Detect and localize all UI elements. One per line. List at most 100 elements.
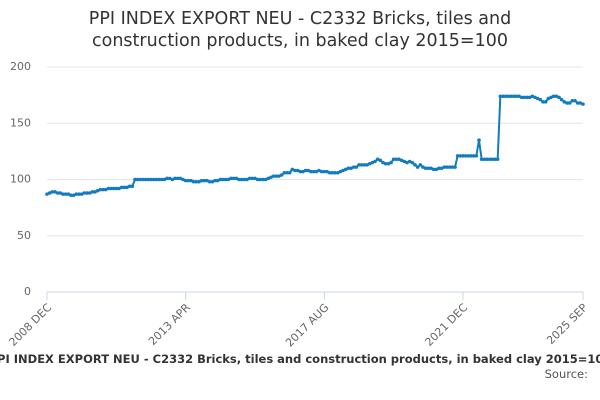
point-marker	[77, 192, 81, 196]
point-marker	[309, 169, 313, 174]
footer-title: PPI INDEX EXPORT NEU - C2332 Bricks, til…	[0, 352, 600, 366]
y-tick-label: 50	[17, 229, 31, 242]
x-tick-label: 2008 DEC	[6, 301, 54, 349]
point-marker	[221, 177, 225, 182]
point-marker	[255, 177, 260, 182]
point-marker	[514, 94, 519, 99]
point-marker	[431, 167, 436, 172]
point-marker	[501, 94, 505, 99]
point-marker	[327, 170, 332, 175]
point-marker	[61, 192, 65, 196]
point-marker	[122, 185, 127, 190]
point-marker	[146, 177, 151, 182]
point-marker	[159, 177, 164, 182]
point-marker	[458, 154, 463, 158]
point-marker	[82, 191, 87, 195]
point-marker	[69, 193, 73, 198]
point-marker	[237, 177, 241, 182]
point-marker	[565, 101, 569, 105]
point-marker	[559, 97, 564, 102]
chart-title: PPI INDEX EXPORT NEU - C2332 Bricks, til…	[88, 9, 512, 51]
point-marker	[445, 165, 449, 169]
point-marker	[319, 169, 324, 174]
point-marker	[173, 176, 177, 181]
x-tick-label: 2021 DEC	[422, 301, 470, 349]
point-marker	[130, 184, 135, 189]
point-marker	[415, 165, 420, 169]
point-marker	[242, 177, 247, 182]
y-tick-label: 150	[10, 116, 31, 129]
point-marker	[519, 95, 524, 100]
source-label: Source:	[544, 367, 588, 381]
point-marker	[570, 98, 575, 103]
point-marker	[538, 97, 543, 102]
x-tick-label: 2017 AUG	[283, 301, 332, 350]
point-marker	[154, 177, 159, 182]
series-line	[46, 95, 584, 197]
point-marker	[506, 94, 511, 99]
point-marker	[239, 177, 244, 182]
point-marker	[522, 95, 527, 100]
point-marker	[119, 185, 124, 190]
point-marker	[207, 179, 212, 184]
point-marker	[541, 100, 545, 104]
point-marker	[218, 177, 223, 182]
point-marker	[261, 177, 265, 182]
point-marker	[149, 177, 153, 182]
point-marker	[285, 170, 289, 175]
point-marker	[455, 154, 460, 158]
point-marker	[437, 166, 441, 171]
point-marker	[138, 177, 143, 182]
point-marker	[389, 160, 393, 165]
point-marker	[322, 169, 327, 174]
point-marker	[191, 179, 196, 184]
point-marker	[114, 186, 119, 191]
point-marker	[271, 174, 276, 178]
point-marker	[258, 177, 263, 182]
point-marker	[101, 187, 105, 192]
point-marker	[298, 169, 303, 174]
point-marker	[175, 176, 180, 181]
point-marker	[469, 154, 473, 158]
point-marker	[551, 94, 556, 99]
point-marker	[394, 157, 399, 162]
point-marker	[274, 174, 279, 178]
point-marker	[567, 101, 572, 105]
point-marker	[133, 177, 137, 182]
point-marker	[106, 186, 111, 191]
point-marker	[127, 184, 132, 189]
point-marker	[303, 168, 308, 173]
point-marker	[98, 187, 103, 192]
point-marker	[282, 170, 287, 175]
point-marker	[557, 95, 561, 100]
point-marker	[378, 158, 383, 163]
point-marker	[311, 169, 316, 174]
point-marker	[157, 177, 161, 182]
point-marker	[359, 163, 364, 167]
point-marker	[485, 157, 489, 162]
point-marker	[511, 94, 516, 99]
point-marker	[351, 165, 356, 169]
point-marker	[247, 176, 252, 181]
point-marker	[141, 177, 145, 182]
point-marker	[461, 154, 465, 158]
point-marker	[231, 176, 236, 181]
point-marker	[199, 178, 204, 183]
point-marker	[410, 160, 415, 165]
point-marker	[55, 191, 60, 195]
point-marker	[85, 191, 89, 195]
point-marker	[194, 179, 199, 184]
point-marker	[346, 166, 351, 171]
point-marker	[471, 154, 476, 158]
point-marker	[250, 176, 255, 181]
point-marker	[581, 102, 585, 106]
point-marker	[479, 157, 484, 162]
point-marker	[90, 190, 95, 194]
point-marker	[442, 165, 447, 169]
x-tick-label: 2025 SEP	[544, 301, 590, 347]
point-marker	[573, 98, 577, 103]
point-marker	[50, 190, 55, 194]
point-marker	[74, 192, 79, 196]
point-marker	[413, 163, 417, 167]
